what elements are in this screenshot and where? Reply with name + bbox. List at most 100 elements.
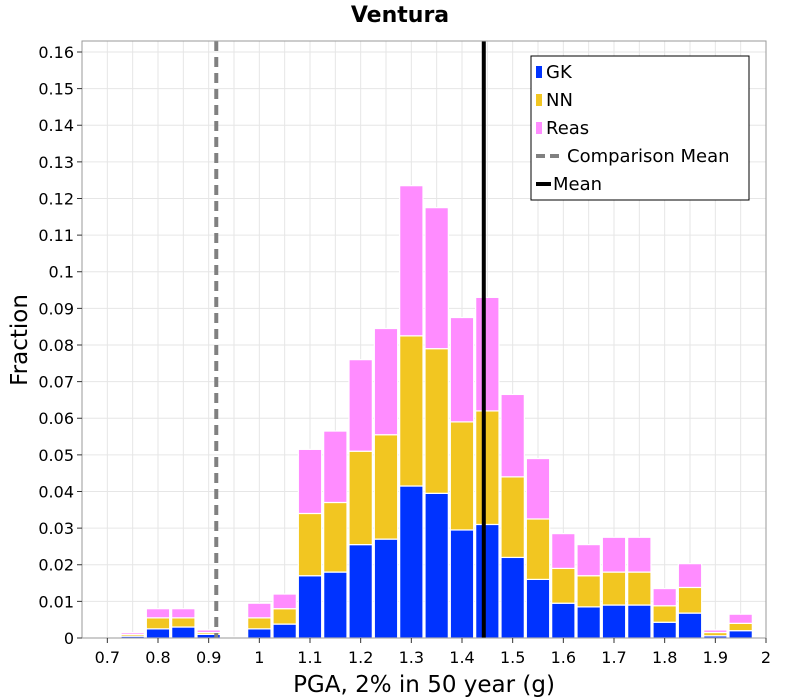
bar-reas-6 bbox=[247, 602, 272, 619]
bar-gk-13 bbox=[424, 492, 449, 639]
bar-reas-9 bbox=[323, 430, 348, 504]
x-tick-label: 0.8 bbox=[145, 648, 170, 667]
legend-swatch-reas bbox=[536, 122, 542, 134]
bar-reas-7 bbox=[272, 593, 297, 610]
bar-nn-11 bbox=[373, 434, 399, 540]
bar-nn-13 bbox=[424, 348, 449, 494]
legend-swatch-gk bbox=[536, 66, 542, 78]
x-tick-label: 1.3 bbox=[399, 648, 424, 667]
bar-gk-17 bbox=[525, 578, 551, 639]
bar-nn-18 bbox=[551, 567, 576, 604]
y-tick-label: 0 bbox=[64, 629, 74, 648]
y-tick-label: 0.03 bbox=[38, 519, 74, 538]
y-axis-ticks: 0 0.01 0.02 0.03 0.04 0.05 0.06 0.07 0.08 0.09 0.1… bbox=[38, 43, 82, 648]
y-tick-label: 0.16 bbox=[38, 43, 74, 62]
bar-nn-17 bbox=[525, 518, 551, 580]
bar-reas-4 bbox=[196, 629, 221, 634]
bar-reas-19 bbox=[576, 544, 601, 577]
bar-nn-12 bbox=[399, 335, 424, 487]
y-tick-label: 0.11 bbox=[38, 226, 74, 245]
y-axis-title: Fraction bbox=[7, 294, 33, 386]
bar-reas-17 bbox=[525, 457, 551, 520]
y-tick-label: 0.07 bbox=[38, 373, 74, 392]
legend-label-comparison-mean: Comparison Mean bbox=[567, 146, 730, 167]
y-tick-label: 0.1 bbox=[49, 263, 74, 282]
bar-nn-21 bbox=[627, 571, 652, 606]
legend-label-mean: Mean bbox=[553, 174, 602, 195]
bar-nn-15 bbox=[475, 410, 500, 526]
bar-reas-24 bbox=[703, 629, 728, 634]
bar-gk-2 bbox=[145, 628, 171, 639]
bar-gk-25 bbox=[728, 630, 753, 639]
bar-gk-23 bbox=[677, 612, 703, 639]
plot-frame bbox=[81, 40, 767, 639]
x-tick-label: 1.7 bbox=[601, 648, 626, 667]
x-tick-label: 1.9 bbox=[703, 648, 728, 667]
bar-nn-14 bbox=[449, 421, 475, 531]
x-tick-label: 2 bbox=[761, 648, 771, 667]
x-tick-label: 1.4 bbox=[449, 648, 474, 667]
legend: GK NN Reas Comparison Mean Mean bbox=[530, 55, 750, 201]
bar-reas-25 bbox=[728, 613, 753, 624]
bar-gk-8 bbox=[297, 575, 323, 639]
bar-gk-19 bbox=[576, 606, 601, 639]
bar-nn-9 bbox=[323, 501, 348, 573]
bar-nn-3 bbox=[171, 617, 196, 628]
x-tick-label: 1.6 bbox=[551, 648, 576, 667]
bar-reas-14 bbox=[449, 316, 475, 423]
bar-reas-22 bbox=[652, 587, 677, 607]
legend-box bbox=[530, 55, 750, 201]
x-tick-label: 1.2 bbox=[348, 648, 373, 667]
legend-label-reas: Reas bbox=[546, 118, 589, 139]
x-tick-label: 1 bbox=[254, 648, 264, 667]
bar-nn-22 bbox=[652, 605, 677, 623]
x-tick-label: 0.9 bbox=[196, 648, 221, 667]
bar-gk-16 bbox=[500, 556, 525, 639]
chart-title: Ventura bbox=[351, 3, 449, 28]
y-tick-label: 0.06 bbox=[38, 409, 74, 428]
bar-reas-15 bbox=[475, 296, 500, 412]
bar-reas-1 bbox=[120, 631, 145, 635]
y-tick-label: 0.04 bbox=[38, 482, 74, 501]
bar-reas-21 bbox=[627, 536, 652, 573]
bar-gk-21 bbox=[627, 604, 652, 639]
bar-reas-16 bbox=[500, 393, 525, 478]
legend-swatch-nn bbox=[536, 94, 542, 106]
bar-reas-12 bbox=[399, 185, 424, 337]
bar-gk-20 bbox=[601, 604, 627, 639]
x-tick-label: 1.8 bbox=[652, 648, 677, 667]
bar-gk-15 bbox=[475, 523, 500, 639]
bar-nn-6 bbox=[247, 617, 272, 630]
bar-gk-12 bbox=[399, 485, 424, 639]
bar-gk-14 bbox=[449, 529, 475, 639]
y-tick-label: 0.14 bbox=[38, 116, 74, 135]
bar-nn-10 bbox=[348, 450, 373, 546]
bar-reas-23 bbox=[677, 563, 703, 589]
y-tick-label: 0.09 bbox=[38, 299, 74, 318]
bar-nn-16 bbox=[500, 476, 525, 559]
legend-label-nn: NN bbox=[546, 90, 573, 111]
bar-gk-3 bbox=[171, 626, 196, 639]
y-tick-label: 0.02 bbox=[38, 556, 74, 575]
x-axis-title: PGA, 2% in 50 year (g) bbox=[293, 672, 555, 698]
bar-gk-7 bbox=[272, 623, 297, 639]
bar-reas-2 bbox=[145, 608, 171, 619]
bar-nn-23 bbox=[677, 586, 703, 614]
bar-gk-22 bbox=[652, 621, 677, 639]
bar-reas-13 bbox=[424, 207, 449, 350]
bar-reas-20 bbox=[601, 536, 627, 573]
x-tick-label: 1.1 bbox=[297, 648, 322, 667]
bar-reas-3 bbox=[171, 608, 196, 619]
bar-nn-25 bbox=[728, 622, 753, 632]
x-tick-label: 1.5 bbox=[500, 648, 525, 667]
bar-reas-11 bbox=[373, 327, 399, 436]
bar-gk-11 bbox=[373, 538, 399, 639]
bar-reas-18 bbox=[551, 533, 576, 570]
reference-lines bbox=[214, 41, 486, 638]
bar-reas-8 bbox=[297, 448, 323, 515]
x-axis-ticks: 0.7 0.8 0.9 1 1.1 1.2 1.3 1.4 1.5 1.6 1.7 1.8 1.9 2 bbox=[95, 638, 771, 667]
bar-gk-18 bbox=[551, 602, 576, 639]
bar-nn-8 bbox=[297, 512, 323, 577]
